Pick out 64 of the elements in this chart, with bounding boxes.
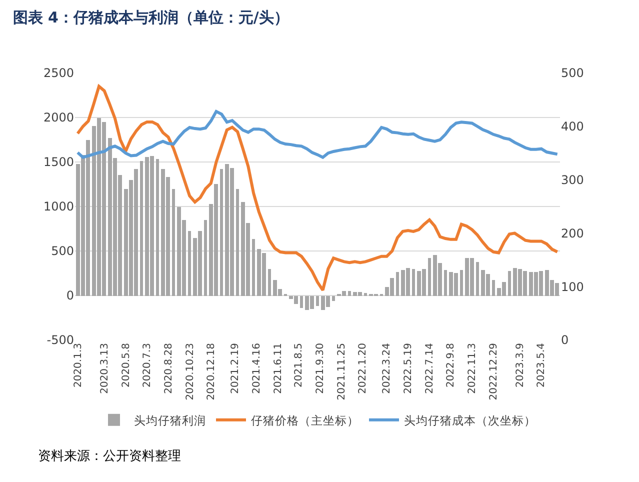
bar [444,270,447,296]
x-tick-label: 2022.9.8 [446,343,457,388]
x-tick-label: 2022.7.14 [424,343,436,394]
bar [204,220,207,296]
bar [300,296,303,308]
x-tick-label: 2022.3.24 [382,343,393,394]
x-tick-label: 2022.12.29 [488,343,500,400]
bar [508,271,511,296]
bar [476,262,479,296]
x-tick-label: 2021.8.5 [294,343,305,388]
y2-tick-label: 500 [561,66,584,80]
bar [188,231,191,296]
legend-label: 头均仔猪利润 [134,413,206,428]
text: 资料来源：公开资料整理 [38,449,181,464]
x-tick-label: 2021.6.11 [272,343,284,394]
x-tick-label: 2020.8.28 [164,343,175,394]
bar [316,296,319,306]
bar [396,272,399,296]
x-tick-label: 2020.3.13 [100,343,111,394]
bar [412,269,415,296]
line-series [76,84,559,292]
y-tick-label: 1000 [43,200,74,214]
x-tick-label: 2023.5.4 [536,343,548,388]
x-tick-label: 2020.12.18 [206,343,218,400]
y-tick-label: -500 [46,333,74,348]
bar [332,296,335,301]
y2-tick-label: 100 [561,280,584,294]
bar [220,169,223,296]
x-tick-label: 2021.9.30 [315,343,326,394]
bar [140,161,143,296]
legend-label: 头均仔猪成本（次坐标） [404,413,536,428]
bar [268,269,271,296]
x-tick-label: 2021.11.25 [336,343,348,400]
x-tick-label: 2022.5.19 [402,343,414,394]
x-tick-label: 2022.11.3 [466,343,478,394]
y2-tick-label: 400 [561,120,584,134]
bar [156,159,159,296]
x-tick-label: 2021.4.16 [251,343,262,394]
line-series [76,110,559,159]
y-tick-label: 2000 [43,110,74,125]
bar [172,189,175,296]
bar [252,239,255,296]
bar [428,258,431,296]
bar [364,293,367,296]
y2-tick-label: 200 [561,226,584,240]
bar [460,270,463,296]
x-tick-label: 2022.1.20 [358,343,369,394]
y-tick-label: 2500 [43,66,74,80]
x-tick-label: 2020.10.23 [184,343,196,400]
y2-tick-label: 300 [561,173,584,187]
bar [348,291,351,296]
y2-tick-label: 0 [561,333,569,348]
chart-title: 图表 4：仔猪成本与利润（单位：元/头） [12,8,289,27]
bar [492,280,495,296]
legend-label: 仔猪价格（主坐标） [251,413,359,428]
x-tick-label: 2020.7.3 [142,343,154,388]
y-tick-label: 500 [51,244,74,258]
x-tick-label: 2020.1.3 [72,343,84,388]
x-tick-label: 2020.5.8 [120,343,132,388]
y-tick-label: 1500 [43,155,74,170]
bar [236,189,239,296]
x-tick-label: 2023.3.9 [514,343,526,388]
x-tick-label: 2021.2.19 [230,343,242,394]
y-tick-label: 0 [66,288,74,303]
